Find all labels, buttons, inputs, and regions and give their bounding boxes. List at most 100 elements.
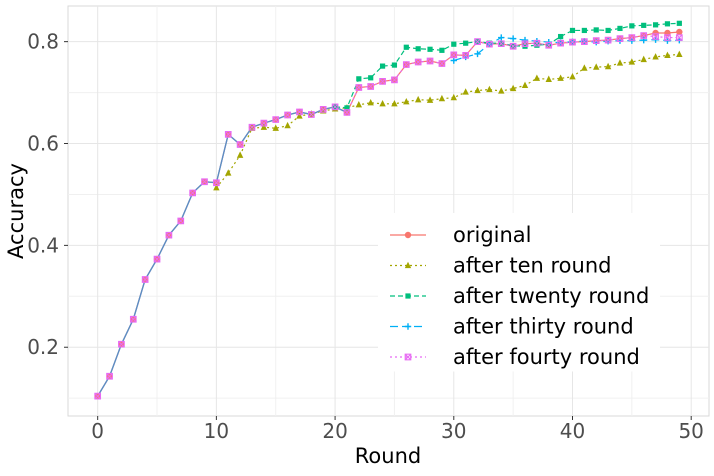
series-4-point [604, 36, 612, 44]
series-4-point [153, 255, 161, 263]
overlap-line [97, 106, 348, 397]
series-2-point [617, 25, 623, 32]
series-4-point [224, 130, 232, 138]
series-1-point [284, 121, 291, 129]
series-1-point [367, 98, 374, 106]
series-2-point [676, 20, 682, 26]
series-4-point [379, 78, 386, 85]
series-1-point [213, 184, 220, 191]
series-4-point [664, 34, 671, 41]
series-1-point [272, 124, 279, 131]
series-4-point [509, 42, 517, 50]
series-1-point [403, 97, 410, 105]
series-4-point [94, 392, 102, 400]
series-2-point [403, 44, 409, 50]
series-2-point [439, 47, 445, 53]
x-axis-title: Round [355, 444, 421, 468]
series-2-point [356, 76, 362, 82]
x-axis-ticks: 0 10 20 30 40 50 [91, 416, 704, 443]
series-4-point [616, 35, 624, 42]
series-1-point [379, 99, 386, 107]
series-4-point [557, 39, 564, 47]
x-tick-label: 30 [441, 419, 466, 443]
series-4-point [391, 76, 398, 84]
series-2-point [344, 105, 350, 111]
series-1-point [676, 50, 683, 57]
series-1-point [604, 62, 612, 70]
series-2-point [581, 27, 587, 34]
series-3-point [498, 34, 505, 41]
series-1-point [545, 75, 552, 82]
series-4-point [497, 40, 505, 48]
series-4-point [592, 37, 600, 44]
series-1-point [450, 93, 457, 101]
series-4-point [521, 40, 529, 48]
series-4-point [284, 111, 291, 119]
series-4-point [248, 123, 256, 131]
series-layer [94, 20, 683, 400]
series-4-point [486, 40, 493, 48]
series-4-point [675, 34, 683, 41]
series-4-point [343, 109, 351, 116]
legend-box [378, 213, 660, 372]
series-2-point [558, 33, 564, 40]
series-0-point [676, 28, 683, 36]
series-1-point [486, 85, 493, 93]
series-1-point [391, 99, 398, 107]
series-1-point [593, 63, 600, 70]
series-4-point [367, 83, 375, 90]
y-tick-label: 0.2 [27, 335, 59, 359]
series-4-point [426, 57, 434, 65]
series-1-point [509, 84, 517, 92]
series-1-point [581, 64, 588, 71]
series-4-point [331, 103, 339, 111]
series-4-point [355, 84, 363, 91]
series-3-point [509, 35, 517, 42]
series-2-point [593, 27, 599, 33]
series-4-point [106, 372, 113, 380]
series-4-point [272, 116, 280, 123]
legend-key-marker [404, 231, 412, 239]
series-4-point [569, 38, 576, 46]
series-4-point [177, 217, 185, 225]
series-1-point [355, 101, 363, 108]
series-4-point [402, 61, 410, 68]
y-axis-ticks: 0.2 0.4 0.6 0.8 [27, 30, 68, 359]
series-4-point [189, 189, 196, 197]
series-line-1 [215, 53, 680, 189]
series-2-point [368, 75, 374, 81]
series-1-point [296, 112, 303, 119]
y-axis-title: Accuracy [4, 163, 28, 259]
series-1-point [498, 87, 505, 94]
series-2-point [652, 22, 659, 28]
legend: original after ten round after twenty roun… [378, 213, 660, 372]
legend-key-marker [404, 353, 412, 361]
series-1-point [569, 72, 576, 80]
series-1-point [414, 95, 422, 103]
series-4-point [165, 231, 173, 239]
legend-label: after ten round [453, 254, 611, 278]
series-4-point [414, 58, 422, 66]
series-4-point [260, 119, 268, 127]
series-4-point [462, 52, 470, 59]
series-2-point [605, 27, 611, 34]
series-2-point [664, 21, 671, 27]
series-1-point [521, 81, 529, 89]
series-4-point [474, 38, 481, 46]
series-2-point [427, 46, 433, 52]
x-tick-label: 20 [322, 419, 347, 443]
legend-label: after twenty round [453, 284, 649, 308]
series-3-point [474, 50, 481, 58]
series-2-point [391, 62, 398, 68]
series-4-point [581, 38, 588, 46]
series-4-point [213, 179, 220, 187]
x-tick-label: 10 [204, 419, 229, 443]
series-1-point [308, 110, 315, 117]
series-1-point [236, 151, 244, 158]
series-4-point [450, 51, 458, 59]
series-4-point [652, 33, 659, 40]
series-1-point [557, 74, 564, 81]
series-4-point [628, 34, 636, 41]
